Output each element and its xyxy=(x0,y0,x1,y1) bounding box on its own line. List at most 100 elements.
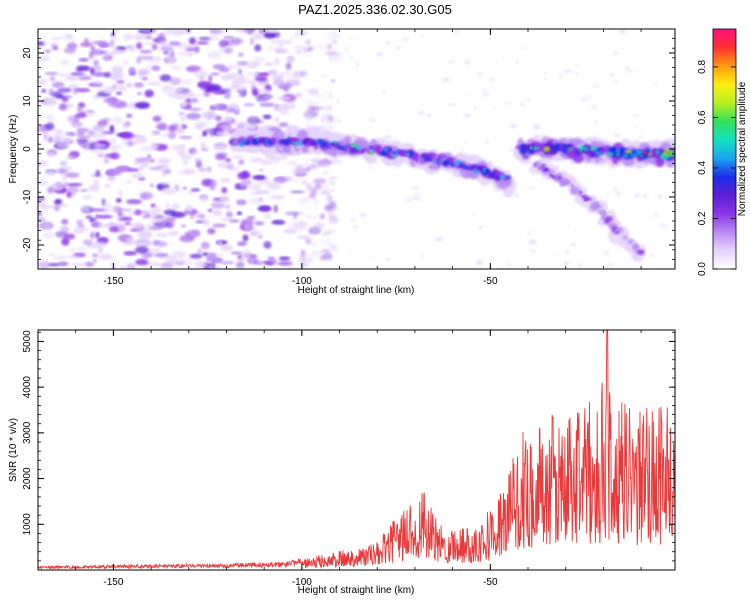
noise-blob xyxy=(94,81,103,85)
noise-blob xyxy=(220,178,231,183)
noise-blob xyxy=(38,41,45,46)
noise-blob xyxy=(323,252,333,261)
snr-x-axis: -150 -100 -50 xyxy=(37,330,642,588)
noise-blob xyxy=(155,232,169,238)
noise-blob xyxy=(238,52,244,57)
noise-blob xyxy=(175,88,183,92)
noise-blob xyxy=(207,228,216,235)
x-tick-label: -50 xyxy=(483,577,498,588)
noise-blob xyxy=(242,252,252,258)
y-tick-label: 3000 xyxy=(22,421,33,444)
noise-blob xyxy=(579,97,589,102)
noise-blob xyxy=(40,204,47,212)
noise-blob xyxy=(64,172,80,178)
noise-blob xyxy=(207,208,213,213)
noise-blob xyxy=(515,192,519,198)
noise-blob xyxy=(167,29,173,35)
noise-blob xyxy=(224,116,232,122)
noise-blob xyxy=(466,93,472,97)
noise-blob xyxy=(331,245,339,253)
noise-blob xyxy=(240,92,245,98)
noise-blob xyxy=(419,34,425,37)
noise-blob xyxy=(463,113,472,118)
noise-blob xyxy=(319,254,326,261)
noise-blob xyxy=(297,220,305,228)
noise-blob xyxy=(172,29,185,36)
noise-blob xyxy=(90,208,106,212)
signal-blob xyxy=(597,209,606,215)
y-tick-label: 4000 xyxy=(22,376,33,399)
noise-blob xyxy=(355,61,360,67)
colorbar-label: Normalized spectral amplitude xyxy=(737,81,748,216)
signal-blob xyxy=(501,175,505,178)
y-tick-label: 10 xyxy=(22,95,33,107)
noise-blob xyxy=(220,261,235,265)
noise-blob xyxy=(48,136,53,143)
noise-blob xyxy=(97,223,112,228)
noise-blob xyxy=(111,46,119,51)
noise-blob xyxy=(228,37,244,45)
noise-blob xyxy=(193,46,200,53)
noise-blob xyxy=(543,71,547,74)
signal-blob xyxy=(579,149,583,153)
noise-blob xyxy=(634,126,639,128)
signal-blob xyxy=(556,176,562,180)
signal-blob xyxy=(343,145,347,148)
noise-blob xyxy=(84,261,95,267)
noise-blob xyxy=(218,240,223,247)
noise-blob xyxy=(475,260,484,266)
noise-blob xyxy=(180,102,188,108)
noise-blob xyxy=(170,66,182,70)
noise-blob xyxy=(245,79,255,84)
noise-blob xyxy=(211,261,216,269)
noise-blob xyxy=(412,196,422,201)
noise-blob xyxy=(116,166,131,172)
noise-blob xyxy=(307,117,312,121)
noise-blob xyxy=(128,101,138,110)
signal-blob xyxy=(577,190,584,197)
noise-blob xyxy=(80,42,93,47)
noise-blob xyxy=(146,81,162,86)
noise-blob xyxy=(217,162,230,168)
noise-blob xyxy=(385,258,391,261)
noise-blob xyxy=(109,39,115,47)
noise-blob xyxy=(234,84,247,91)
noise-blob xyxy=(659,223,668,228)
noise-blob xyxy=(286,55,295,63)
noise-blob xyxy=(383,135,393,140)
noise-blob xyxy=(203,90,211,97)
noise-blob xyxy=(88,184,100,192)
noise-blob xyxy=(613,79,619,82)
noise-blob xyxy=(593,120,598,124)
noise-blob xyxy=(260,160,273,165)
spectrogram-noise-blobs xyxy=(38,29,668,269)
noise-blob xyxy=(97,214,113,219)
noise-blob xyxy=(195,161,203,168)
noise-blob xyxy=(291,177,299,184)
noise-blob xyxy=(149,166,164,171)
signal-blob xyxy=(595,147,604,151)
signal-blob xyxy=(506,175,511,180)
noise-blob xyxy=(210,201,225,210)
noise-blob xyxy=(50,43,59,50)
noise-blob xyxy=(481,93,490,96)
noise-blob xyxy=(298,197,308,205)
noise-blob xyxy=(242,170,248,178)
noise-blob xyxy=(368,166,374,169)
signal-blob xyxy=(572,150,585,164)
signal-blob xyxy=(490,173,495,178)
noise-blob xyxy=(347,37,356,40)
y-tick-label: 1000 xyxy=(22,513,33,536)
noise-blob xyxy=(225,107,237,113)
noise-blob xyxy=(163,59,169,63)
noise-blob xyxy=(197,81,212,88)
noise-blob xyxy=(150,203,156,208)
noise-blob xyxy=(116,91,122,95)
noise-blob xyxy=(185,205,194,213)
noise-blob xyxy=(200,147,209,152)
noise-blob xyxy=(96,87,106,92)
noise-blob xyxy=(136,241,145,247)
noise-blob xyxy=(278,122,289,127)
noise-blob xyxy=(653,84,659,87)
noise-blob xyxy=(92,124,105,132)
